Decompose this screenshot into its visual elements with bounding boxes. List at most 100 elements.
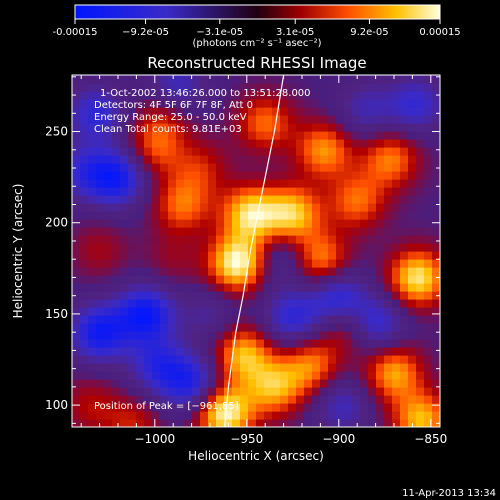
image-pixel xyxy=(216,371,225,380)
image-pixel xyxy=(152,283,161,292)
image-pixel xyxy=(272,131,281,140)
image-pixel xyxy=(152,83,161,92)
image-pixel xyxy=(96,243,105,252)
image-pixel xyxy=(208,243,217,252)
image-pixel xyxy=(168,363,177,372)
image-pixel xyxy=(96,123,105,132)
image-pixel xyxy=(248,243,257,252)
image-pixel xyxy=(392,99,401,108)
image-pixel xyxy=(136,323,145,332)
image-pixel xyxy=(336,163,345,172)
image-pixel xyxy=(344,147,353,156)
image-pixel xyxy=(112,179,121,188)
image-pixel xyxy=(384,371,393,380)
image-pixel xyxy=(120,163,129,172)
image-pixel xyxy=(120,235,129,244)
image-pixel xyxy=(280,139,289,148)
colorbar-units: (photons cm⁻² s⁻¹ asec⁻²) xyxy=(192,38,321,49)
image-pixel xyxy=(144,379,153,388)
image-pixel xyxy=(320,323,329,332)
image-pixel xyxy=(248,147,257,156)
image-pixel xyxy=(352,259,361,268)
image-pixel xyxy=(144,347,153,356)
image-pixel xyxy=(360,403,369,412)
image-pixel xyxy=(352,131,361,140)
image-pixel xyxy=(128,235,137,244)
image-pixel xyxy=(176,123,185,132)
image-pixel xyxy=(248,331,257,340)
image-pixel xyxy=(120,323,129,332)
image-pixel xyxy=(296,379,305,388)
image-pixel xyxy=(136,371,145,380)
image-pixel xyxy=(288,331,297,340)
image-pixel xyxy=(280,195,289,204)
image-pixel xyxy=(360,395,369,404)
image-pixel xyxy=(240,331,249,340)
image-pixel xyxy=(280,179,289,188)
image-pixel xyxy=(336,139,345,148)
image-pixel xyxy=(96,211,105,220)
image-pixel xyxy=(384,291,393,300)
image-pixel xyxy=(360,323,369,332)
image-pixel xyxy=(136,227,145,236)
image-pixel xyxy=(280,211,289,220)
image-pixel xyxy=(168,323,177,332)
image-pixel xyxy=(360,275,369,284)
image-pixel xyxy=(376,371,385,380)
image-pixel xyxy=(280,243,289,252)
image-pixel xyxy=(80,83,89,92)
image-pixel xyxy=(408,91,417,100)
image-pixel xyxy=(424,307,433,316)
image-pixel xyxy=(408,339,417,348)
image-pixel xyxy=(120,227,129,236)
image-pixel xyxy=(128,211,137,220)
image-pixel xyxy=(368,219,377,228)
image-pixel xyxy=(288,211,297,220)
image-pixel xyxy=(200,187,209,196)
image-pixel xyxy=(160,283,169,292)
image-pixel xyxy=(248,155,257,164)
image-pixel xyxy=(336,259,345,268)
image-pixel xyxy=(160,139,169,148)
image-pixel xyxy=(184,355,193,364)
image-pixel xyxy=(368,363,377,372)
image-pixel xyxy=(120,371,129,380)
image-pixel xyxy=(312,203,321,212)
image-pixel xyxy=(416,139,425,148)
image-pixel xyxy=(88,219,97,228)
image-pixel xyxy=(304,267,313,276)
image-pixel xyxy=(296,187,305,196)
image-pixel xyxy=(224,355,233,364)
image-pixel xyxy=(160,395,169,404)
image-pixel xyxy=(264,275,273,284)
image-pixel xyxy=(216,299,225,308)
image-pixel xyxy=(376,331,385,340)
image-pixel xyxy=(296,339,305,348)
chart-title: Reconstructed RHESSI Image xyxy=(147,54,366,72)
image-pixel xyxy=(168,291,177,300)
image-pixel xyxy=(432,83,440,92)
image-pixel xyxy=(200,331,209,340)
image-pixel xyxy=(400,219,409,228)
image-pixel xyxy=(168,147,177,156)
colorbar-tick-label: −9.2e-05 xyxy=(122,27,169,38)
image-pixel xyxy=(272,203,281,212)
image-pixel xyxy=(408,115,417,124)
image-pixel xyxy=(312,195,321,204)
image-pixel xyxy=(336,323,345,332)
image-pixel xyxy=(152,291,161,300)
image-pixel xyxy=(176,187,185,196)
image-pixel xyxy=(416,107,425,116)
image-pixel xyxy=(80,403,89,412)
image-pixel xyxy=(200,83,209,92)
image-pixel xyxy=(200,243,209,252)
image-pixel xyxy=(80,115,89,124)
image-pixel xyxy=(344,163,353,172)
image-pixel xyxy=(200,131,209,140)
image-pixel xyxy=(416,179,425,188)
image-pixel xyxy=(320,339,329,348)
image-pixel xyxy=(400,211,409,220)
image-pixel xyxy=(88,243,97,252)
image-pixel xyxy=(184,339,193,348)
image-pixel xyxy=(72,275,81,284)
